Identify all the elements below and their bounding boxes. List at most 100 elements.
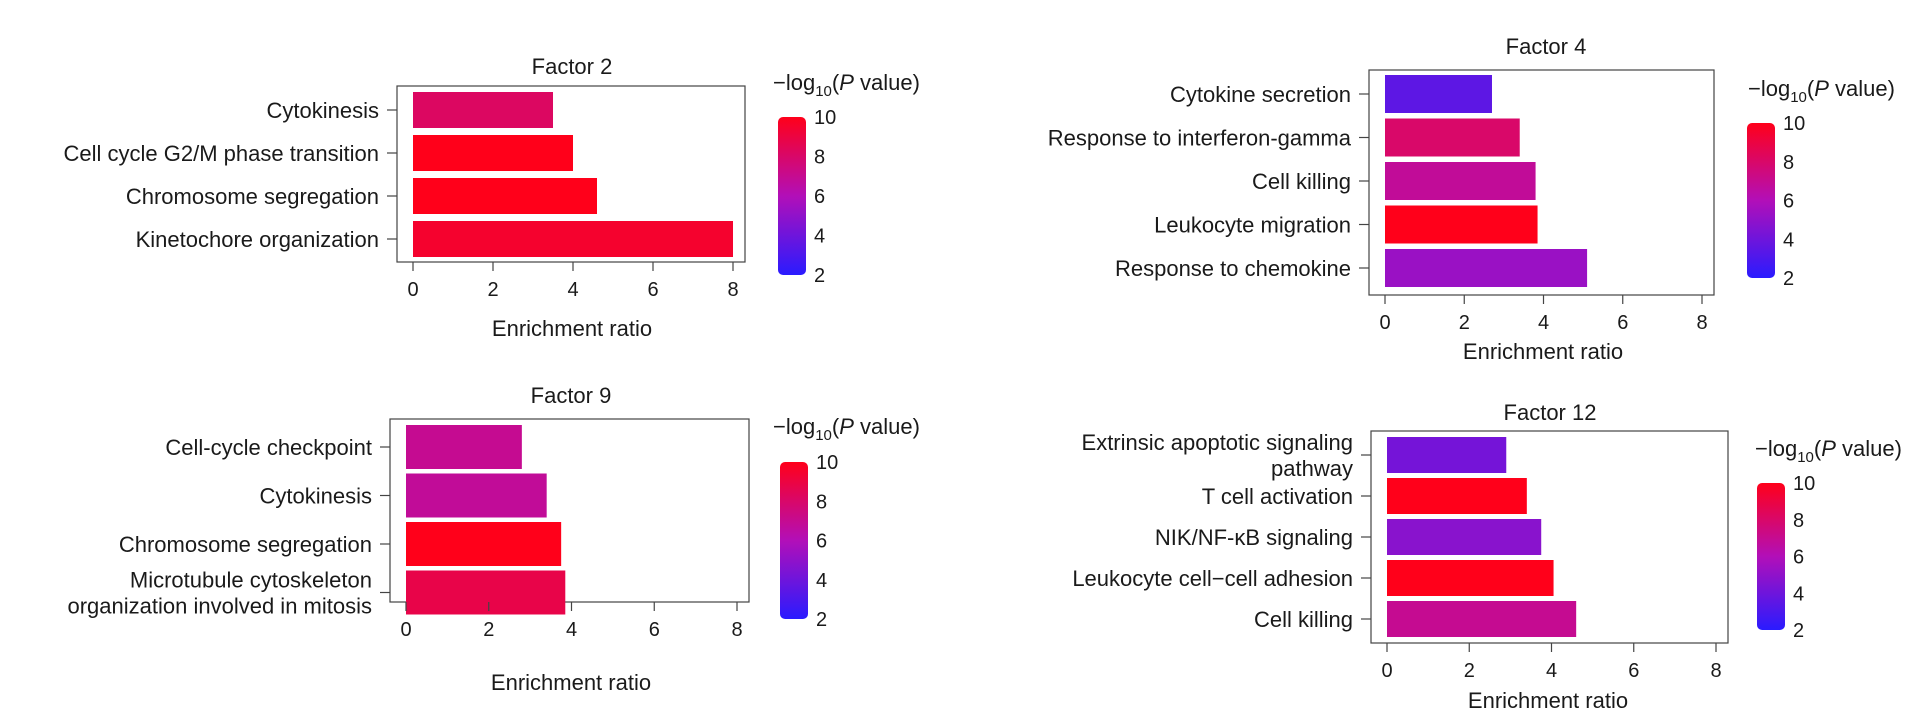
bar	[1385, 205, 1538, 244]
x-tick-label: 6	[647, 279, 658, 301]
colorbar-tick-label: 4	[1783, 229, 1794, 251]
bar	[1387, 519, 1542, 555]
colorbar-tick-label: 10	[1783, 113, 1805, 135]
x-tick-label: 0	[1381, 660, 1392, 682]
chart-panel: Factor 4 Cytokine secretion Response to in…	[1048, 34, 1895, 364]
colorbar	[1747, 123, 1775, 278]
bar	[406, 425, 522, 469]
category-label: Response to chemokine	[1115, 256, 1351, 281]
colorbar-tick-label: 4	[1793, 583, 1804, 605]
chart-panel: Factor 2 Cytokinesis Cell cycle G2/M phase…	[64, 54, 920, 341]
x-axis-label: Enrichment ratio	[492, 316, 652, 341]
colorbar-tick-label: 2	[814, 265, 825, 287]
x-tick-label: 8	[727, 279, 738, 301]
x-tick-label: 4	[1546, 660, 1557, 682]
bar	[413, 221, 733, 257]
category-label: Extrinsic apoptotic signaling	[1082, 430, 1353, 455]
colorbar-tick-label: 2	[816, 609, 827, 631]
colorbar-tick-label: 6	[1783, 191, 1794, 213]
x-tick-label: 0	[1379, 312, 1390, 334]
x-tick-label: 8	[731, 619, 742, 641]
category-label: NIK/NF-κB signaling	[1155, 525, 1353, 550]
bar	[1385, 249, 1588, 287]
chart-title: Factor 4	[1506, 34, 1587, 59]
category-label: Leukocyte migration	[1154, 213, 1351, 238]
category-label: Chromosome segregation	[126, 184, 379, 209]
category-label: Response to interferon-gamma	[1048, 126, 1352, 151]
chart-title: Factor 9	[531, 383, 612, 408]
colorbar-title: −log10(P value)	[1748, 76, 1895, 106]
category-label: Cell killing	[1252, 169, 1351, 194]
plot-frame	[396, 85, 746, 263]
x-tick-label: 6	[1628, 660, 1639, 682]
plot-frame	[389, 418, 750, 603]
x-tick-label: 6	[1617, 312, 1628, 334]
colorbar-tick-label: 2	[1783, 268, 1794, 290]
bar	[1387, 560, 1554, 596]
colorbar-tick-label: 4	[816, 570, 827, 592]
category-label: Cytokinesis	[267, 98, 379, 123]
bar	[1387, 601, 1577, 637]
x-tick-label: 2	[1459, 312, 1470, 334]
colorbar-tick-label: 6	[814, 186, 825, 208]
x-tick-label: 8	[1710, 660, 1721, 682]
colorbar-tick-label: 6	[816, 531, 827, 553]
bar	[406, 522, 562, 566]
x-axis-label: Enrichment ratio	[491, 670, 651, 695]
x-tick-label: 0	[400, 619, 411, 641]
colorbar-tick-label: 8	[814, 147, 825, 169]
x-tick-label: 0	[407, 279, 418, 301]
category-label: Cell killing	[1254, 607, 1353, 632]
colorbar	[1757, 483, 1785, 630]
chart-panel: Factor 12 Extrinsic apoptotic signalingpa…	[1072, 400, 1902, 711]
x-tick-label: 8	[1696, 312, 1707, 334]
category-label: pathway	[1271, 456, 1353, 481]
chart-panels: Factor 2 Cytokinesis Cell cycle G2/M phase…	[64, 34, 1902, 711]
x-tick-label: 4	[1538, 312, 1549, 334]
chart-title: Factor 12	[1504, 400, 1597, 425]
bar	[1385, 118, 1520, 157]
colorbar-tick-label: 2	[1793, 620, 1804, 642]
bar	[413, 92, 553, 128]
colorbar-tick-label: 8	[816, 491, 827, 513]
category-label: organization involved in mitosis	[68, 594, 373, 619]
colorbar-tick-label: 10	[1793, 473, 1815, 495]
colorbar-tick-label: 10	[814, 107, 836, 129]
x-axis-label: Enrichment ratio	[1468, 688, 1628, 711]
bar	[406, 570, 566, 615]
colorbar-tick-label: 6	[1793, 547, 1804, 569]
x-tick-label: 2	[483, 619, 494, 641]
category-label: Cytokine secretion	[1170, 82, 1351, 107]
x-tick-label: 2	[487, 279, 498, 301]
bar	[413, 178, 597, 214]
colorbar-tick-label: 10	[816, 452, 838, 474]
x-tick-label: 4	[567, 279, 578, 301]
colorbar	[780, 462, 808, 619]
category-label: Microtubule cytoskeleton	[130, 568, 372, 593]
colorbar-tick-label: 4	[814, 226, 825, 248]
x-tick-label: 6	[649, 619, 660, 641]
category-label: Leukocyte cell−cell adhesion	[1072, 566, 1353, 591]
x-tick-label: 4	[566, 619, 577, 641]
category-label: Cell cycle G2/M phase transition	[64, 141, 379, 166]
plot-frame	[1368, 69, 1715, 296]
x-axis-label: Enrichment ratio	[1463, 339, 1623, 364]
colorbar-title: −log10(P value)	[773, 414, 920, 444]
colorbar-tick-label: 8	[1783, 152, 1794, 174]
bar	[1387, 478, 1527, 514]
x-tick-label: 2	[1464, 660, 1475, 682]
category-label: Chromosome segregation	[119, 532, 372, 557]
colorbar-title: −log10(P value)	[1755, 436, 1902, 466]
bar	[1385, 162, 1536, 200]
colorbar-title: −log10(P value)	[773, 70, 920, 100]
bar	[1385, 75, 1492, 113]
category-label: T cell activation	[1202, 484, 1353, 509]
colorbar	[778, 117, 806, 275]
bar	[413, 135, 573, 171]
bar	[1387, 437, 1507, 473]
colorbar-tick-label: 8	[1793, 510, 1804, 532]
chart-panel: Factor 9 Cell-cycle checkpoint Cytokinesis…	[68, 383, 920, 695]
category-label: Kinetochore organization	[136, 227, 379, 252]
bar	[406, 473, 547, 518]
